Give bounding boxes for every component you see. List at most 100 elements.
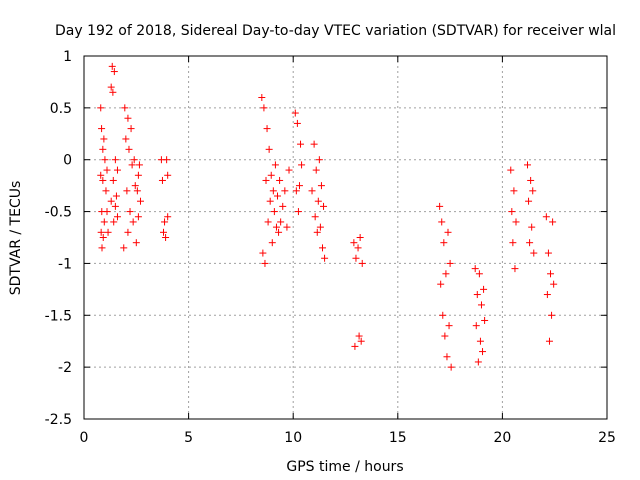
data-point: [545, 337, 553, 345]
data-points: [97, 62, 558, 371]
data-point: [258, 93, 266, 101]
data-point: [311, 213, 319, 221]
data-point: [97, 171, 105, 179]
data-point: [136, 197, 144, 205]
data-point: [438, 218, 446, 226]
data-point: [510, 187, 518, 195]
x-tick-label: 20: [493, 430, 511, 446]
data-point: [315, 156, 323, 164]
x-tick-label: 5: [184, 430, 193, 446]
data-point: [529, 187, 537, 195]
data-point: [317, 182, 325, 190]
data-point: [295, 182, 303, 190]
data-point: [527, 176, 535, 184]
data-point: [477, 301, 485, 309]
data-point: [124, 114, 132, 122]
data-point: [297, 140, 305, 148]
data-point: [109, 88, 117, 96]
data-point: [507, 166, 515, 174]
data-point: [354, 244, 362, 252]
y-tick-label: -0.5: [45, 205, 72, 221]
data-point: [446, 259, 454, 267]
x-tick-label: 25: [598, 430, 616, 446]
data-point: [481, 316, 489, 324]
data-point: [279, 202, 287, 210]
data-point: [312, 166, 320, 174]
data-point: [447, 363, 455, 371]
data-point: [103, 166, 111, 174]
data-point: [103, 208, 111, 216]
data-point: [441, 332, 449, 340]
data-point: [135, 161, 143, 169]
x-tick-label: 0: [80, 430, 89, 446]
x-tick-label: 15: [389, 430, 407, 446]
data-point: [356, 234, 364, 241]
data-point: [524, 161, 532, 169]
data-point: [264, 218, 272, 226]
data-point: [525, 197, 533, 205]
data-point: [275, 228, 283, 236]
data-point: [472, 322, 480, 330]
y-tick-labels: 1 0.5 0 -0.5 -1 -1.5 -2 -2.5: [45, 49, 72, 428]
data-point: [542, 213, 550, 221]
data-point: [528, 223, 536, 231]
data-point: [321, 254, 329, 262]
data-point: [308, 187, 316, 195]
data-point: [111, 156, 119, 164]
data-point: [124, 228, 132, 236]
data-point: [265, 145, 273, 153]
data-point: [134, 213, 142, 221]
data-point: [120, 244, 128, 252]
data-point: [123, 187, 131, 195]
data-point: [358, 259, 366, 267]
x-tick-labels: 0 5 10 15 20 25: [80, 430, 616, 446]
data-point: [443, 353, 451, 361]
data-point: [476, 337, 484, 345]
y-tick-label: -2: [58, 360, 72, 376]
data-point: [126, 208, 134, 216]
data-point: [99, 176, 107, 184]
data-point: [508, 208, 516, 216]
data-point: [310, 140, 318, 148]
data-point: [357, 337, 365, 345]
data-point: [526, 239, 534, 247]
data-point: [159, 228, 167, 236]
data-point: [437, 280, 445, 288]
data-point: [473, 291, 481, 299]
x-axis-label: GPS time / hours: [286, 459, 403, 475]
y-tick-label: 1: [63, 49, 72, 65]
data-point: [276, 176, 284, 184]
data-point: [298, 161, 306, 169]
data-point: [355, 332, 363, 340]
data-point: [164, 213, 172, 221]
data-point: [316, 223, 324, 231]
data-point: [98, 125, 106, 133]
data-point: [110, 218, 118, 226]
data-point: [260, 104, 268, 112]
data-point: [271, 161, 279, 169]
plot-frame: [83, 55, 608, 420]
data-point: [113, 166, 121, 174]
data-point: [259, 249, 267, 257]
data-point: [314, 197, 322, 205]
data-point: [266, 197, 274, 205]
data-point: [474, 358, 482, 366]
data-point: [98, 244, 106, 252]
data-point: [294, 208, 302, 216]
data-point: [475, 270, 483, 278]
data-point: [479, 348, 487, 356]
data-point: [107, 83, 115, 91]
data-point: [267, 171, 275, 179]
grid-lines: [84, 56, 607, 419]
data-point: [439, 311, 447, 319]
data-point: [442, 270, 450, 278]
data-point: [350, 239, 358, 247]
data-point: [131, 182, 139, 190]
data-point: [436, 202, 444, 210]
data-point: [550, 280, 558, 288]
data-point: [158, 176, 166, 184]
y-tick-label: -1: [58, 256, 72, 272]
data-point: [102, 187, 110, 195]
data-point: [352, 254, 360, 262]
